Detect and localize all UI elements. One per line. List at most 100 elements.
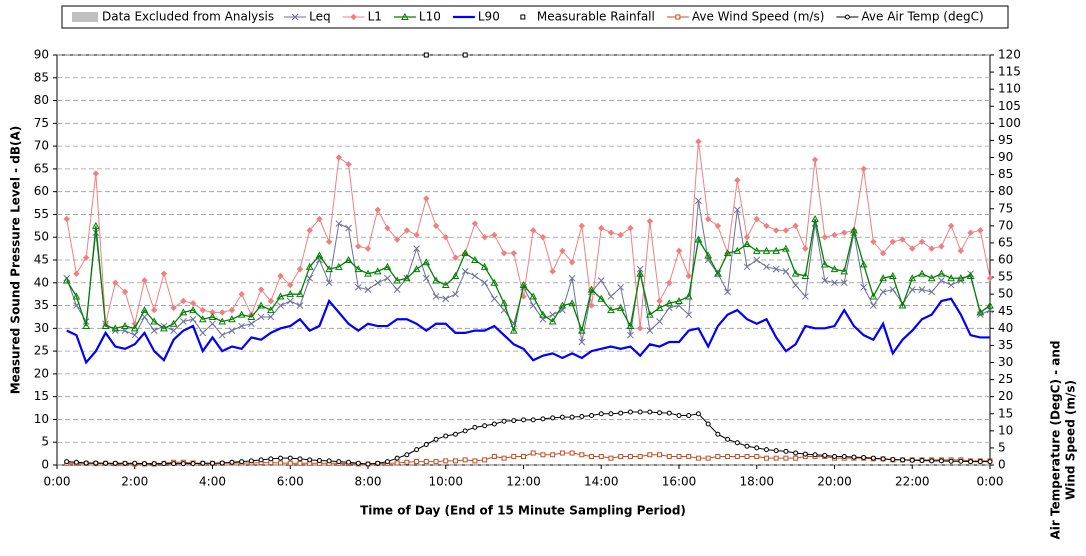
marker <box>801 271 810 279</box>
legend-label: L90 <box>478 10 500 24</box>
marker <box>675 247 683 255</box>
marker <box>772 227 780 234</box>
marker <box>268 456 274 462</box>
y2-tick-label: 65 <box>998 235 1013 249</box>
marker <box>908 286 916 293</box>
marker <box>423 442 429 447</box>
y2-tick-label: 40 <box>998 321 1013 335</box>
marker <box>753 256 761 264</box>
marker <box>413 245 420 252</box>
marker <box>404 452 410 458</box>
marker <box>676 453 682 459</box>
y2-tick-label: 20 <box>998 389 1013 403</box>
marker <box>947 274 955 282</box>
y-tick-label: 35 <box>34 298 49 312</box>
marker <box>656 297 663 305</box>
marker <box>695 455 701 461</box>
marker <box>481 279 488 287</box>
marker <box>657 410 663 416</box>
marker <box>374 279 382 287</box>
marker <box>724 288 731 296</box>
marker <box>306 274 314 282</box>
marker <box>966 271 975 279</box>
marker <box>831 231 838 239</box>
marker <box>520 14 526 20</box>
marker <box>394 460 400 466</box>
marker <box>64 459 70 465</box>
marker <box>569 414 575 420</box>
marker <box>130 324 139 332</box>
marker <box>432 276 440 284</box>
y-tick-label: 20 <box>34 366 49 380</box>
marker <box>559 414 565 420</box>
marker <box>404 459 410 465</box>
marker <box>559 450 565 456</box>
marker <box>929 458 935 464</box>
marker <box>811 214 819 222</box>
marker <box>616 303 625 311</box>
x-tick-label: 22:00 <box>895 475 930 489</box>
y-tick-label: 40 <box>34 275 49 289</box>
marker <box>471 255 479 263</box>
marker <box>345 224 352 232</box>
marker <box>461 249 470 257</box>
y2-tick-label: 95 <box>998 133 1013 147</box>
marker <box>695 411 701 417</box>
y-tick-label: 0 <box>41 458 49 472</box>
marker <box>393 236 401 243</box>
marker <box>291 13 299 21</box>
marker <box>743 234 751 241</box>
marker <box>820 260 829 268</box>
marker <box>558 301 567 309</box>
marker <box>258 457 264 463</box>
marker <box>636 269 644 277</box>
marker <box>627 409 633 415</box>
marker <box>228 315 236 323</box>
marker <box>461 268 469 275</box>
marker <box>704 251 712 259</box>
marker <box>198 315 207 323</box>
marker <box>521 453 526 459</box>
marker <box>132 460 138 466</box>
marker <box>763 447 769 453</box>
marker <box>783 448 789 454</box>
series-line <box>66 297 990 365</box>
marker <box>529 292 538 300</box>
y-tick-label: 60 <box>34 184 49 198</box>
marker <box>266 306 275 314</box>
marker <box>597 294 606 302</box>
marker <box>169 319 178 327</box>
marker <box>607 306 615 314</box>
marker <box>568 274 576 282</box>
marker <box>879 288 887 296</box>
marker <box>93 460 99 466</box>
marker <box>918 238 926 245</box>
marker <box>968 459 974 465</box>
marker <box>482 423 488 429</box>
marker <box>375 460 381 466</box>
marker <box>228 327 236 334</box>
marker <box>92 229 100 237</box>
marker <box>734 440 740 446</box>
y-tick-label: 75 <box>34 116 49 130</box>
marker <box>190 461 196 467</box>
marker <box>714 269 722 277</box>
marker <box>336 459 342 465</box>
marker <box>471 272 479 280</box>
marker <box>704 215 712 223</box>
marker <box>210 460 215 466</box>
x-axis-title: Time of Day (End of 15 Minute Sampling P… <box>360 504 686 518</box>
marker <box>179 318 187 325</box>
marker <box>908 274 917 282</box>
marker <box>608 411 614 417</box>
marker <box>646 327 654 334</box>
marker <box>870 238 877 245</box>
marker <box>101 322 110 330</box>
marker <box>947 222 955 230</box>
marker <box>850 226 858 234</box>
marker <box>491 231 498 239</box>
marker <box>733 246 742 254</box>
marker <box>860 283 868 291</box>
marker <box>832 453 837 459</box>
y-axis-title: Measured Sound Pressure Level - dB(A) <box>9 126 23 395</box>
